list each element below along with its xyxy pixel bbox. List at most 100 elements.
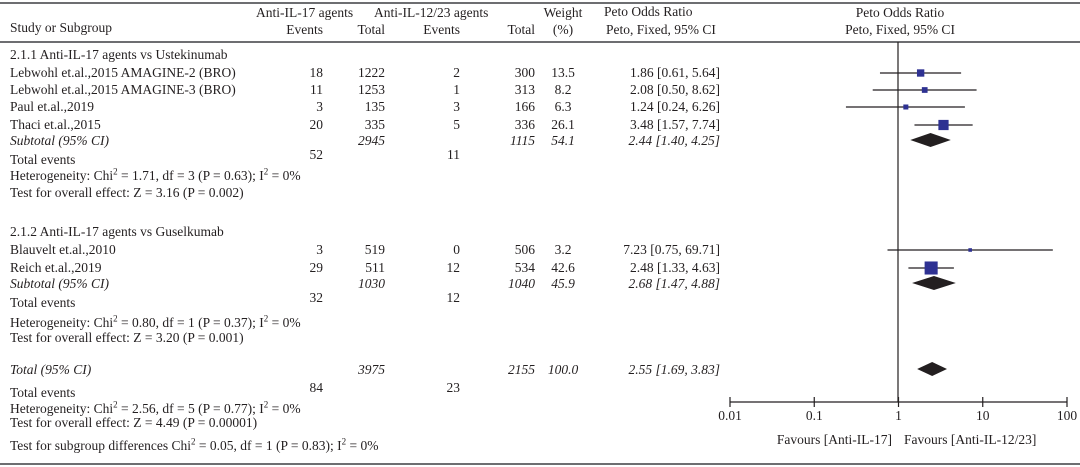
- study-weight: 13.5: [551, 65, 575, 80]
- subtotal-weight: 45.9: [551, 276, 575, 291]
- study-events2: 2: [453, 65, 460, 80]
- study-total2: 313: [514, 82, 535, 97]
- total-events-events1: 84: [309, 380, 324, 395]
- total-ci: 2.55 [1.69, 3.83]: [628, 362, 720, 377]
- bottom-rule: [0, 463, 1080, 465]
- subtotal-diamond: [912, 276, 956, 290]
- total-events-events2: 12: [446, 290, 461, 305]
- study-total1: 1222: [358, 65, 385, 80]
- study-total1: 511: [365, 260, 385, 275]
- heterogeneity: Heterogeneity: Chi2 = 0.80, df = 1 (P = …: [10, 313, 301, 331]
- study-weight: 42.6: [551, 260, 575, 275]
- header-events1: Events: [286, 22, 323, 37]
- study-events1: 29: [309, 260, 324, 275]
- superscript: 2: [113, 166, 118, 177]
- x-tick-label: 1: [895, 408, 902, 423]
- study-ci: 1.24 [0.24, 6.26]: [630, 99, 720, 114]
- header-weight-unit: (%): [552, 22, 574, 37]
- study-events2: 5: [453, 117, 460, 132]
- subgroup-differences: Test for subgroup differences Chi2 = 0.0…: [10, 436, 379, 454]
- subgroup-differences-post: = 0%: [346, 438, 379, 453]
- header-or-method: Peto, Fixed, 95% CI: [606, 22, 716, 37]
- study-total2: 506: [514, 242, 535, 257]
- study-marker: [924, 261, 938, 275]
- header-total2: Total: [507, 22, 535, 37]
- heterogeneity-total-pre: Heterogeneity: Chi: [10, 401, 114, 416]
- superscript: 2: [113, 313, 118, 324]
- heterogeneity-post: = 0%: [268, 168, 301, 183]
- x-tick-label: 0.01: [718, 408, 742, 423]
- subtotal-label: Subtotal (95% CI): [10, 133, 109, 148]
- study-marker: [968, 248, 972, 252]
- total-events-events2: 23: [446, 380, 461, 395]
- subtotal-total2: 1115: [510, 133, 535, 148]
- study-ci: 3.48 [1.57, 7.74]: [630, 117, 720, 132]
- superscript: 2: [263, 166, 269, 177]
- study-ci: 2.48 [1.33, 4.63]: [630, 260, 720, 275]
- study-marker: [921, 87, 928, 93]
- study-ci: 2.08 [0.50, 8.62]: [630, 82, 720, 97]
- total-diamond: [917, 362, 947, 376]
- total-label: Total (95% CI): [10, 362, 92, 377]
- heterogeneity-total: Heterogeneity: Chi2 = 2.56, df = 5 (P = …: [10, 399, 301, 417]
- study-name: Lebwohl et.al.,2015 AMAGINE-3 (BRO): [10, 82, 236, 97]
- x-tick-label: 0.1: [805, 408, 823, 423]
- overall-effect: Test for overall effect: Z = 3.20 (P = 0…: [10, 330, 244, 345]
- study-events2: 12: [446, 260, 461, 275]
- study-weight: 8.2: [554, 82, 572, 97]
- study-events2: 0: [453, 242, 460, 257]
- header-total1: Total: [357, 22, 385, 37]
- total-events-events1: 32: [309, 290, 324, 305]
- study-total1: 519: [364, 242, 385, 257]
- subtotal-diamond: [910, 133, 951, 147]
- header-events2: Events: [423, 22, 460, 37]
- heterogeneity-mid: = 1.71, df = 3 (P = 0.63); I: [117, 168, 264, 183]
- x-label-left: Favours [Anti-IL-17]: [776, 432, 892, 447]
- study-name: Lebwohl et.al.,2015 AMAGINE-2 (BRO): [10, 65, 236, 80]
- subtotal-label: Subtotal (95% CI): [10, 276, 109, 291]
- study-ci: 1.86 [0.61, 5.64]: [630, 65, 720, 80]
- study-marker: [903, 104, 909, 110]
- heterogeneity-pre: Heterogeneity: Chi: [10, 315, 114, 330]
- superscript: 2: [263, 313, 269, 324]
- x-tick-label: 100: [1056, 408, 1078, 423]
- total-events-events2: 11: [447, 147, 460, 162]
- subtotal-ci: 2.44 [1.40, 4.25]: [628, 133, 720, 148]
- study-marker: [916, 69, 925, 77]
- study-weight: 6.3: [554, 99, 572, 114]
- study-total1: 335: [364, 117, 385, 132]
- subtotal-total1: 2945: [358, 133, 385, 148]
- subtotal-total2: 1040: [508, 276, 535, 291]
- subtotal-total1: 1030: [358, 276, 385, 291]
- header-rule: [0, 41, 1080, 43]
- subgroup-title: 2.1.1 Anti-IL-17 agents vs Ustekinumab: [10, 47, 228, 62]
- study-weight: 26.1: [551, 117, 575, 132]
- study-marker: [938, 119, 949, 131]
- study-total2: 166: [514, 99, 535, 114]
- total-total1: 3975: [358, 362, 385, 377]
- subtotal-ci: 2.68 [1.47, 4.88]: [628, 276, 720, 291]
- header-group2: Anti-IL-12/23 agents: [374, 5, 489, 20]
- total-events-label: Total events: [10, 385, 76, 400]
- study-events2: 1: [453, 82, 460, 97]
- superscript: 2: [263, 399, 269, 410]
- study-name: Reich et.al.,2019: [10, 260, 102, 275]
- heterogeneity-mid: = 0.80, df = 1 (P = 0.37); I: [117, 315, 264, 330]
- study-events1: 3: [316, 99, 323, 114]
- study-total2: 300: [514, 65, 535, 80]
- study-ci: 7.23 [0.75, 69.71]: [623, 242, 720, 257]
- study-events2: 3: [453, 99, 460, 114]
- superscript: 2: [113, 399, 118, 410]
- study-weight: 3.2: [554, 242, 572, 257]
- overall-effect: Test for overall effect: Z = 3.16 (P = 0…: [10, 185, 244, 200]
- subgroup-differences-mid: = 0.05, df = 1 (P = 0.83); I: [195, 438, 342, 453]
- study-total1: 1253: [358, 82, 385, 97]
- overall-effect-total: Test for overall effect: Z = 4.49 (P = 0…: [10, 415, 258, 430]
- total-events-label: Total events: [10, 295, 76, 310]
- study-events1: 20: [309, 117, 324, 132]
- total-events-label: Total events: [10, 152, 76, 167]
- heterogeneity-total-mid: = 2.56, df = 5 (P = 0.77); I: [117, 401, 264, 416]
- superscript: 2: [191, 436, 196, 447]
